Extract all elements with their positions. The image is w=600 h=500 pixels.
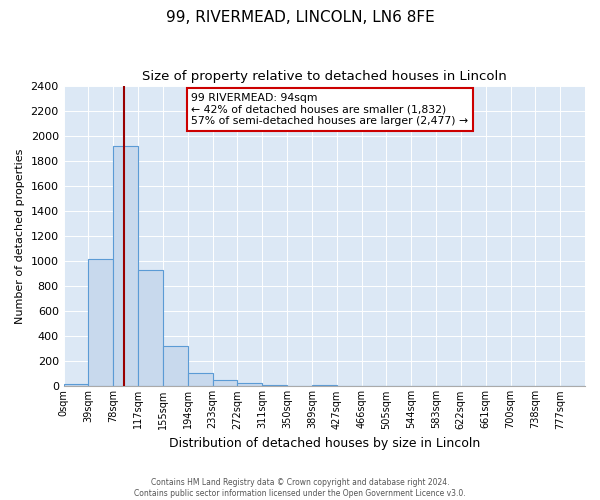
Title: Size of property relative to detached houses in Lincoln: Size of property relative to detached ho… bbox=[142, 70, 507, 83]
Bar bbox=[88, 258, 113, 386]
Text: 99, RIVERMEAD, LINCOLN, LN6 8FE: 99, RIVERMEAD, LINCOLN, LN6 8FE bbox=[166, 10, 434, 25]
Text: Contains HM Land Registry data © Crown copyright and database right 2024.
Contai: Contains HM Land Registry data © Crown c… bbox=[134, 478, 466, 498]
Bar bbox=[138, 270, 163, 386]
Bar bbox=[238, 384, 262, 386]
Bar bbox=[212, 380, 238, 386]
Bar bbox=[113, 146, 138, 386]
Text: 99 RIVERMEAD: 94sqm
← 42% of detached houses are smaller (1,832)
57% of semi-det: 99 RIVERMEAD: 94sqm ← 42% of detached ho… bbox=[191, 93, 469, 126]
Bar bbox=[163, 346, 188, 387]
Bar bbox=[64, 384, 88, 386]
X-axis label: Distribution of detached houses by size in Lincoln: Distribution of detached houses by size … bbox=[169, 437, 480, 450]
Bar bbox=[188, 373, 212, 386]
Bar bbox=[262, 384, 287, 386]
Y-axis label: Number of detached properties: Number of detached properties bbox=[15, 148, 25, 324]
